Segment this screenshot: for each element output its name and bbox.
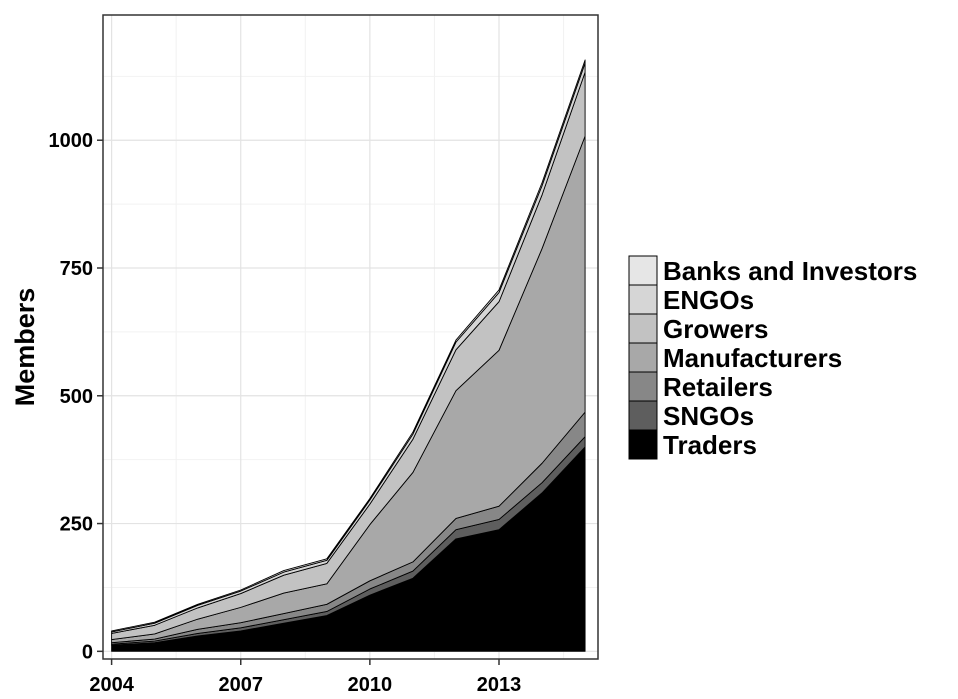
area-series-group <box>111 59 586 652</box>
x-tick-label: 2004 <box>89 674 134 696</box>
y-tick-label: 0 <box>82 641 93 663</box>
legend-key-engos <box>628 284 658 315</box>
legend-key-retailers <box>628 371 658 402</box>
x-tick-label: 2007 <box>218 674 263 696</box>
plot-panel-border <box>102 14 599 660</box>
legend-label-engos: ENGOs <box>663 285 754 315</box>
legend-key-sngos <box>628 400 658 431</box>
legend-label-sngos: SNGOs <box>663 401 754 431</box>
y-tick-label: 500 <box>60 386 93 408</box>
legend-key-manufacturers <box>628 342 658 373</box>
legend-key-growers <box>628 313 658 344</box>
y-tick-label: 750 <box>60 258 93 280</box>
x-tick-label: 2010 <box>348 674 393 696</box>
y-tick-label: 250 <box>60 514 93 536</box>
x-tick-label: 2013 <box>477 674 522 696</box>
legend-key-traders <box>628 429 658 460</box>
legend-label-traders: Traders <box>663 430 757 460</box>
y-axis-title: Members <box>10 288 40 407</box>
legend-key-banks-and-investors <box>628 255 658 286</box>
legend-label-banks-and-investors: Banks and Investors <box>663 256 917 286</box>
y-tick-label: 1000 <box>49 130 94 152</box>
legend-label-growers: Growers <box>663 314 769 344</box>
x-axis: 2004 2007 2010 2013 <box>89 659 521 696</box>
legend-label-manufacturers: Manufacturers <box>663 343 842 373</box>
y-axis: 0 250 500 750 1000 <box>49 130 103 663</box>
legend-label-retailers: Retailers <box>663 372 773 402</box>
legend: Banks and InvestorsENGOsGrowersManufactu… <box>628 255 917 460</box>
area-banks-and-investors <box>111 59 586 633</box>
